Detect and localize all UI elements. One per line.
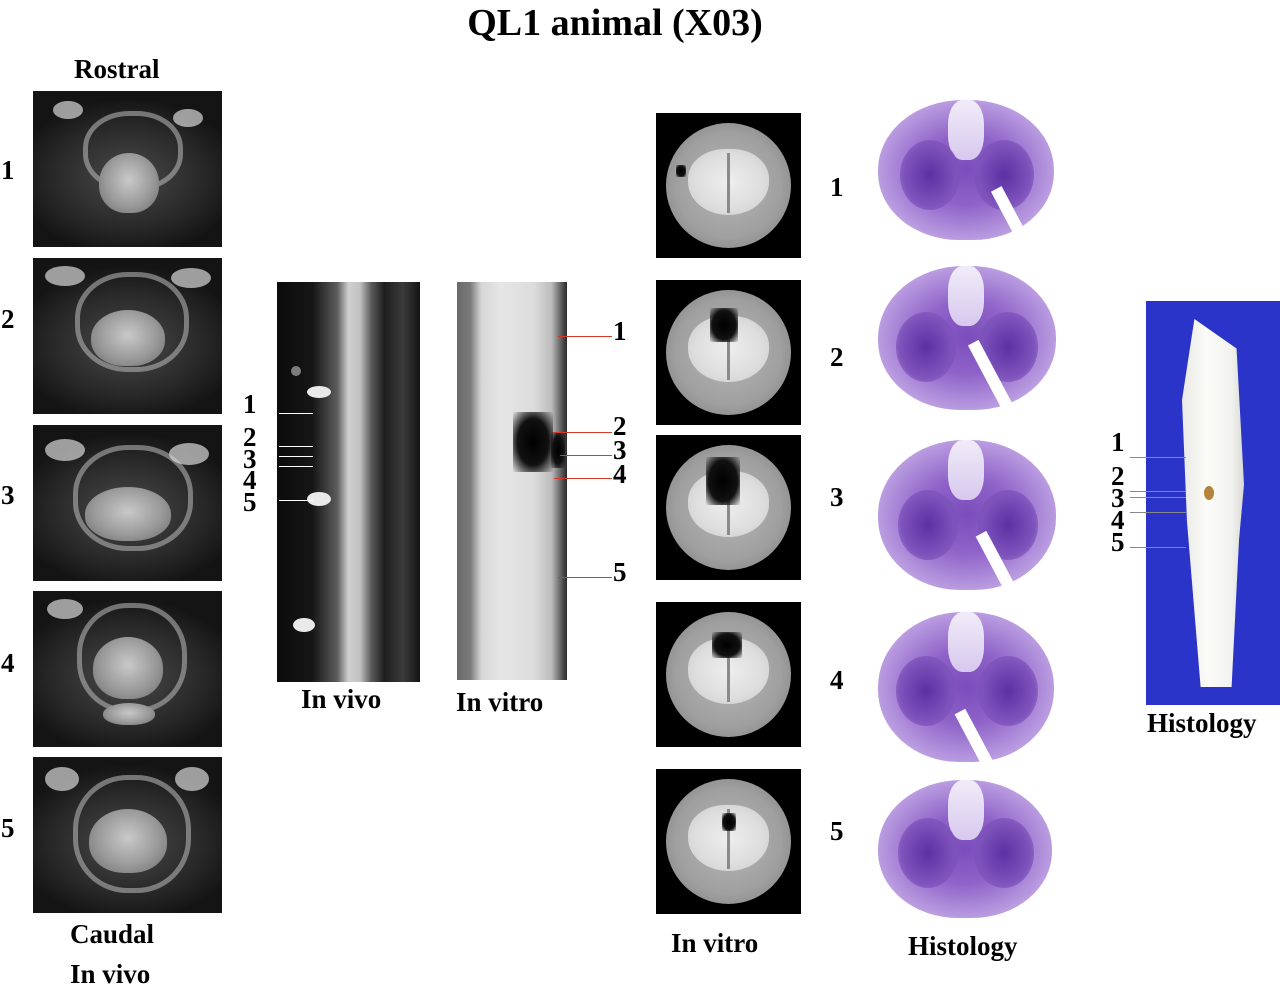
in-vivo-marker-line-5 [279,500,313,501]
sagittal-in-vitro-image [457,282,567,680]
sagittal-in-vitro-label: In vitro [456,687,544,717]
in-vivo-marker-2: 2 [243,422,257,452]
in-vitro-axial-image-4 [656,602,801,747]
in-vitro-marker-line-3 [560,455,612,456]
histology-section-3 [878,440,1056,594]
in-vivo-marker-4: 4 [243,465,257,495]
histology-section-4 [878,612,1054,768]
histology-slice-number-4: 4 [830,665,844,695]
in-vitro-marker-4: 4 [613,459,627,489]
left-in-vivo-label: In vivo [70,959,151,989]
in-vitro-marker-line-1 [558,336,612,337]
in-vivo-marker-line-4 [279,466,313,467]
axial-slice-number-4: 4 [1,648,15,678]
axial-slice-number-2: 2 [1,304,15,334]
sagittal-in-vivo-image [277,282,420,682]
histology-slice-number-5: 5 [830,816,844,846]
in-vitro-axial-image-1 [656,113,801,258]
in-vivo-axial-image-4 [33,591,222,747]
histology-slice-number-2: 2 [830,342,844,372]
in-vivo-marker-5: 5 [243,487,257,517]
specimen-photo-label: Histology [1147,708,1257,738]
rostral-label: Rostral [74,54,160,84]
in-vivo-axial-image-1 [33,91,222,247]
in-vivo-axial-image-3 [33,425,222,581]
specimen-marker-5: 5 [1111,527,1125,557]
in-vitro-marker-2: 2 [613,411,627,441]
specimen-photo [1146,301,1280,705]
in-vitro-marker-line-2 [554,432,612,433]
in-vitro-axial-image-5 [656,769,801,914]
caudal-label: Caudal [70,919,155,949]
in-vivo-axial-image-5 [33,757,222,913]
in-vitro-marker-line-5 [558,577,612,578]
axial-slice-number-1: 1 [1,155,15,185]
axial-slice-number-3: 3 [1,480,15,510]
histology-section-5 [878,780,1052,918]
specimen-marker-line-4 [1130,512,1186,513]
in-vivo-marker-1: 1 [243,389,257,419]
specimen-marker-2: 2 [1111,461,1125,491]
specimen-marker-line-2 [1130,491,1186,492]
in-vivo-axial-image-2 [33,258,222,414]
axial-slice-number-5: 5 [1,813,15,843]
in-vitro-axial-label: In vitro [671,928,759,958]
specimen-marker-3: 3 [1111,483,1125,513]
histology-column-label: Histology [908,931,1018,961]
in-vitro-marker-1: 1 [613,316,627,346]
histology-section-2 [878,266,1056,417]
figure-title: QL1 animal (X03) [467,2,763,44]
specimen-marker-4: 4 [1111,505,1125,535]
specimen-marker-line-5 [1130,547,1186,548]
sagittal-in-vivo-label: In vivo [301,684,382,714]
in-vitro-marker-3: 3 [613,435,627,465]
in-vitro-axial-image-2 [656,280,801,425]
histology-slice-number-3: 3 [830,482,844,512]
in-vitro-marker-line-4 [554,478,612,479]
specimen-marker-line-3 [1130,497,1186,498]
in-vivo-marker-line-2 [279,446,313,447]
in-vivo-marker-line-3 [279,456,313,457]
histology-section-1 [878,100,1054,240]
in-vitro-marker-5: 5 [613,557,627,587]
specimen-marker-line-1 [1130,457,1186,458]
specimen-marker-1: 1 [1111,427,1125,457]
histology-slice-number-1: 1 [830,172,844,202]
in-vivo-marker-3: 3 [243,444,257,474]
in-vitro-axial-image-3 [656,435,801,580]
in-vivo-marker-line-1 [279,413,313,414]
